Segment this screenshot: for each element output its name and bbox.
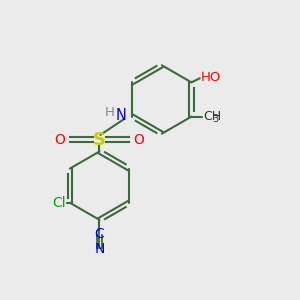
Text: N: N	[94, 242, 105, 256]
Text: S: S	[93, 130, 106, 148]
Text: N: N	[116, 108, 126, 123]
Text: CH: CH	[203, 110, 221, 123]
Text: 3: 3	[212, 114, 218, 124]
Text: H: H	[105, 106, 115, 119]
Text: C: C	[94, 227, 104, 241]
Text: O: O	[134, 133, 145, 147]
Text: O: O	[54, 133, 65, 147]
Text: Cl: Cl	[52, 196, 66, 210]
Text: HO: HO	[200, 71, 221, 84]
